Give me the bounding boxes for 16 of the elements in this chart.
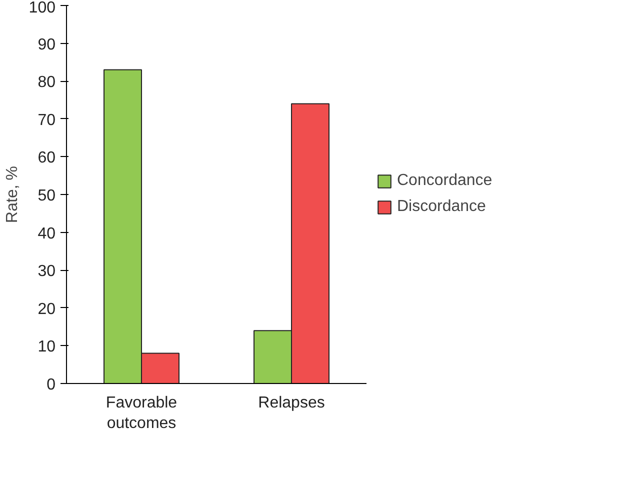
y-tick-label: 40 (38, 225, 56, 242)
y-tick-label: 20 (38, 300, 56, 318)
legend-label: Discordance (397, 198, 486, 216)
y-tick-label: 0 (46, 376, 56, 394)
y-tick-label: 10 (38, 338, 56, 356)
x-tick-label: Favorable outcomes (106, 394, 178, 432)
x-tick-label: Relapses (258, 394, 325, 412)
y-axis-title: Rate, % (4, 166, 21, 223)
y-tick-label: 50 (38, 188, 56, 204)
legend-label: Concordance (397, 172, 492, 190)
y-tick-label: 80 (38, 74, 56, 92)
y-tick-label: 90 (38, 36, 56, 54)
y-tick-label: 100 (28, 0, 56, 16)
y-tick-label: 60 (38, 150, 56, 167)
y-tick-label: 30 (38, 263, 56, 280)
y-tick-label: 70 (38, 112, 56, 129)
